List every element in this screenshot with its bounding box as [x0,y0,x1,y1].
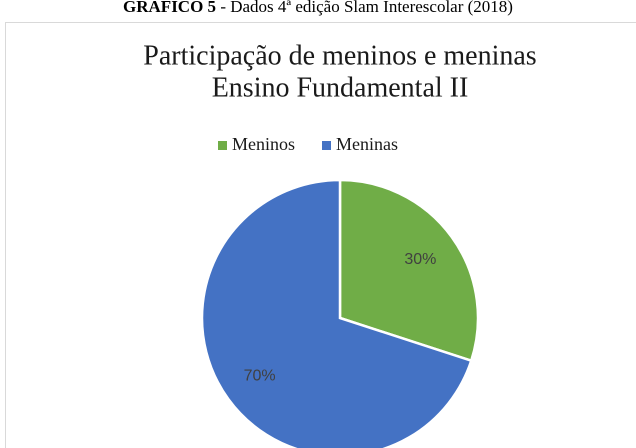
chart-title: Ensino Fundamental II [212,72,469,103]
legend-swatch [218,141,227,150]
chart-title: Participação de meninos e meninas [143,40,536,71]
legend-swatch [322,141,331,150]
data-label: 30% [404,251,436,268]
legend-label: Meninos [232,134,295,154]
legend-label: Meninas [336,134,398,154]
caption-label: GRÁFICO 5 [123,0,216,16]
caption-text: - Dados 4ª edição Slam Interescolar (201… [220,0,513,16]
pie-slice [200,178,473,448]
pie-slice [338,178,480,363]
data-label: 70% [244,368,276,385]
caption: GRÁFICO 5 - Dados 4ª edição Slam Interes… [123,0,513,16]
